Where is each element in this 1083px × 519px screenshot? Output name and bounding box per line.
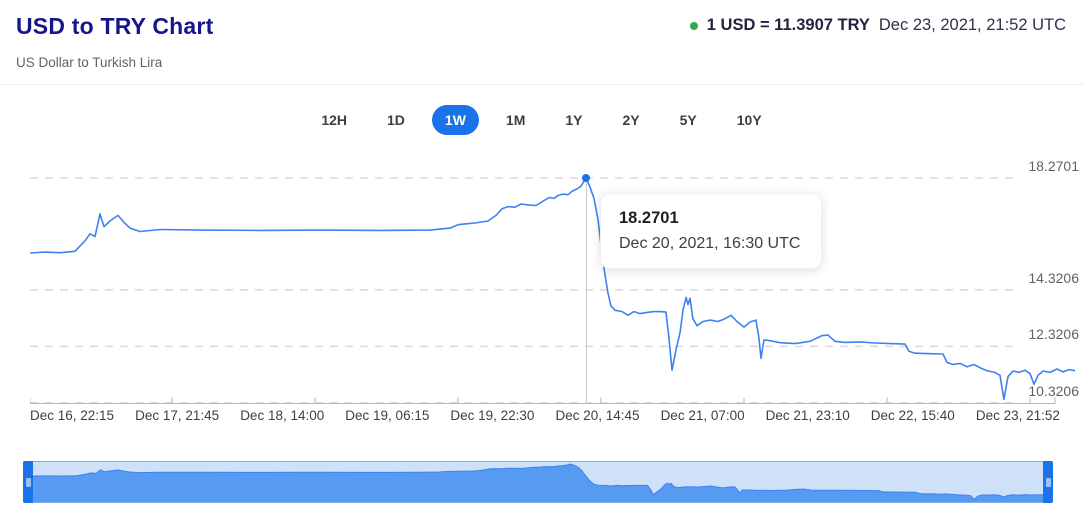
- live-rate-timestamp: Dec 23, 2021, 21:52 UTC: [878, 16, 1066, 34]
- chart-tooltip: 18.2701 Dec 20, 2021, 16:30 UTC: [600, 193, 822, 269]
- highlight-point: [582, 174, 591, 182]
- page-subtitle: US Dollar to Turkish Lira: [16, 55, 163, 70]
- range-tab-10y[interactable]: 10Y: [724, 105, 775, 135]
- navigator-area-chart: [33, 463, 1043, 502]
- page-title: USD to TRY Chart: [16, 13, 214, 39]
- navigator-left-handle[interactable]: [23, 461, 33, 503]
- x-axis-label: Dec 18, 14:00: [240, 408, 325, 423]
- x-axis-label: Dec 17, 21:45: [135, 408, 220, 423]
- crosshair-line: [586, 178, 587, 404]
- range-navigator[interactable]: [23, 461, 1053, 503]
- range-tab-1m[interactable]: 1M: [493, 105, 538, 135]
- price-line-chart[interactable]: [30, 160, 1075, 404]
- y-axis-label: 14.3206: [1028, 269, 1079, 286]
- x-axis-label: Dec 20, 14:45: [555, 408, 640, 423]
- live-indicator-dot: [689, 21, 698, 30]
- range-tab-1d[interactable]: 1D: [374, 105, 418, 135]
- live-rate-value: 1 USD = 11.3907 TRY: [706, 16, 870, 34]
- range-tab-2y[interactable]: 2Y: [610, 105, 653, 135]
- range-tab-1y[interactable]: 1Y: [552, 105, 595, 135]
- x-axis-label: Dec 21, 23:10: [765, 408, 850, 423]
- x-axis-label: Dec 19, 22:30: [450, 408, 535, 423]
- y-axis-label: 12.3206: [1028, 326, 1079, 343]
- y-axis-label: 18.2701: [1028, 158, 1079, 174]
- live-rate: 1 USD = 11.3907 TRY Dec 23, 2021, 21:52 …: [689, 16, 1066, 35]
- tooltip-timestamp: Dec 20, 2021, 16:30 UTC: [619, 235, 801, 252]
- x-axis-label: Dec 22, 15:40: [870, 408, 955, 423]
- x-axis-label: Dec 21, 07:00: [660, 408, 745, 423]
- drag-grip-icon: [25, 477, 31, 487]
- range-tab-12h[interactable]: 12H: [308, 105, 360, 135]
- range-tab-5y[interactable]: 5Y: [667, 105, 710, 135]
- drag-grip-icon: [1045, 477, 1051, 487]
- range-tabs: 12H 1D 1W 1M 1Y 2Y 5Y 10Y: [0, 105, 1083, 135]
- main-chart[interactable]: 18.2701 14.3206 12.3206 10.3206 18.2701 Dec…: [30, 158, 1079, 450]
- navigator-right-handle[interactable]: [1043, 461, 1053, 503]
- x-axis-labels: Dec 16, 22:15 Dec 17, 21:45 Dec 18, 14:00 D…: [30, 408, 1060, 423]
- x-axis-label: Dec 23, 21:52: [975, 408, 1060, 423]
- tooltip-value: 18.2701: [619, 209, 679, 227]
- range-tab-1w[interactable]: 1W: [431, 105, 479, 135]
- header-divider: [0, 84, 1083, 85]
- y-axis-label: 10.3206: [1028, 382, 1079, 399]
- x-axis-label: Dec 19, 06:15: [345, 408, 430, 423]
- x-axis-label: Dec 16, 22:15: [30, 408, 115, 423]
